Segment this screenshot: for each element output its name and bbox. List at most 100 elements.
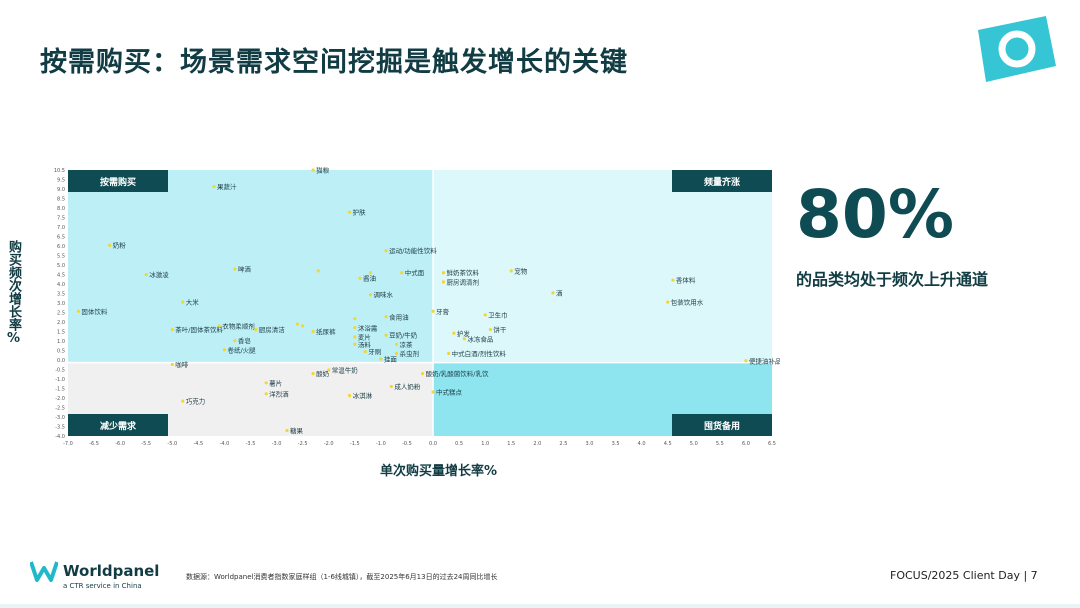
data-point [368,271,373,275]
brand-tagline: a CTR service in China [63,582,142,590]
y-tick-label: 4.5 [57,273,65,279]
data-point [181,300,185,304]
quadrant-label-bottom_right: 囤货备用 [704,420,740,432]
data-point [551,291,555,295]
x-tick-label: 4.5 [664,441,672,447]
data-point [181,399,185,403]
x-tick-label: -6.5 [89,441,99,447]
data-point [384,333,388,337]
data-point-label: 调味水 [373,290,393,299]
data-point [509,269,513,273]
y-tick-label: 9.5 [57,178,65,184]
data-point-label: 酸奶/乳酸菌饮料/乳饮 [426,369,489,378]
data-point [108,243,112,247]
data-point [170,362,174,367]
data-point-label: 护肤 [353,208,367,217]
data-point [363,350,367,354]
y-tick-label: 1.0 [57,339,65,345]
y-tick-label: 7.5 [57,216,65,222]
data-point [744,359,748,363]
quadrant-top-left [68,170,434,363]
data-point-label: 成人奶粉 [394,382,421,391]
x-axis-label: 单次购买量增长率% [380,464,498,479]
y-tick-label: -3.5 [55,425,65,431]
data-point [233,267,237,271]
kantar-logo-icon [978,16,1056,82]
data-point-label: 冰淇淋 [353,391,373,400]
data-point-label: 酒 [556,289,563,297]
y-tick-label: 10.5 [54,168,65,174]
stat-value: 80% [796,176,954,253]
x-tick-label: -5.0 [167,441,177,447]
quadrant-label-top_right: 频量齐涨 [704,176,741,188]
data-point [441,280,446,284]
worldpanel-logo-icon [30,561,58,582]
data-point-label: 奶粉 [113,241,127,250]
y-tick-label: -2.0 [55,396,65,402]
data-point-label: 巧克力 [186,397,206,406]
data-point-label: 中式白酒/烈性饮料 [452,349,507,358]
data-point [264,392,268,396]
y-tick-label: 2.5 [57,311,65,317]
x-tick-label: 2.5 [559,441,567,447]
data-point [447,351,451,356]
data-point-label: 饼干 [493,325,507,334]
data-point-label: 豆奶/牛奶 [389,331,418,340]
x-tick-label: 0.0 [429,441,437,447]
data-point [394,351,399,356]
data-point [222,348,227,352]
event-footer: FOCUS/2025 Client Day | 7 [890,569,1038,582]
y-tick-label: 9.0 [57,187,65,193]
data-point [233,339,237,343]
y-tick-label: 1.5 [57,330,65,336]
data-point [311,329,315,334]
data-point [353,316,357,321]
data-point-label: 卫生巾 [488,310,508,319]
data-point [462,337,466,341]
stat-text: 的品类均处于频次上升通道 [796,270,989,289]
data-point [311,372,315,376]
data-point [379,357,383,361]
data-point [394,342,399,346]
y-tick-label: 8.5 [57,197,65,203]
y-tick-label: 6.5 [57,235,65,241]
x-tick-label: -6.0 [115,441,125,447]
data-point-label: 糖果 [290,426,304,435]
data-point [452,331,456,335]
data-point-label: 香皂 [238,336,252,345]
data-point [384,315,388,319]
x-tick-label: 4.0 [638,441,646,447]
x-tick-label: 6.5 [768,441,776,447]
y-tick-label: 6.0 [57,244,65,250]
data-point-label: 啤酒 [238,265,252,274]
data-point-label: 厨房调清剂 [446,277,479,286]
y-tick-label: -1.0 [55,377,65,383]
data-point-label: 包装饮用水 [671,298,704,307]
data-point [348,210,352,214]
data-point-label: 宠物 [514,266,528,275]
x-tick-label: 5.5 [716,441,724,447]
data-point [311,168,315,172]
data-point [666,300,670,304]
quadrant-label-box-bottom_right [672,414,772,436]
x-tick-label: -4.5 [193,441,203,447]
y-tick-label: 4.0 [57,282,65,288]
scatter-chart: 按需购买 频量齐涨 减少需求 囤货备用 -7.0 -6.5 -6.0 -5.5 -5.0 -4.5… [30,162,780,482]
bottom-strip [0,604,1080,608]
data-point [212,184,216,189]
data-point-label: 牙刷 [368,348,381,356]
data-point-label: 薯片 [269,378,282,387]
y-tick-label: 0.0 [57,358,65,364]
y-axis-label: 购买频次增长率% [6,240,21,346]
x-tick-label: 1.0 [481,441,489,447]
x-tick-label: 5.0 [690,441,698,447]
x-tick-label: 2.0 [533,441,541,447]
data-point [671,278,675,282]
x-tick-label: 3.5 [612,441,620,447]
data-point [144,272,148,277]
data-point-label: 咖啡 [175,360,189,369]
data-point-label: 凉茶 [400,340,414,349]
quadrant-label-box-top_left [68,170,168,192]
x-tick-label: 6.0 [742,441,750,447]
